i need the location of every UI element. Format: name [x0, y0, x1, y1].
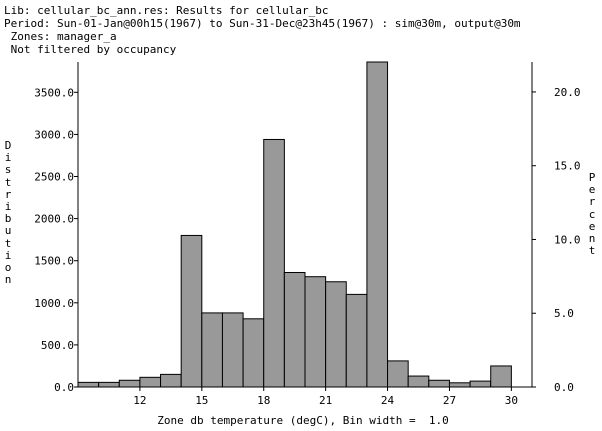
histogram-bar [407, 375, 430, 388]
x-tick-label: 15 [195, 394, 208, 407]
histogram-bar [387, 360, 409, 388]
x-tick-label: 24 [381, 394, 395, 407]
histogram-bar [366, 61, 389, 388]
histogram-bar [160, 373, 182, 388]
y-tick-label-right: 20.0 [554, 86, 581, 99]
y-tick-label-right: 0.0 [554, 381, 574, 394]
histogram-bar [118, 379, 141, 388]
x-tick-label: 18 [257, 394, 270, 407]
y-tick-label-left: 2500.0 [34, 171, 74, 184]
y-tick-label-right: 5.0 [554, 307, 574, 320]
header-line-library: Lib: cellular_bc_ann.res: Results for ce… [4, 4, 329, 17]
y-tick-label-right: 15.0 [554, 160, 581, 173]
histogram-bar [428, 379, 450, 388]
y-tick-label-right: 10.0 [554, 233, 581, 246]
header-line-zones: Zones: manager_a [4, 30, 117, 43]
histogram-bar [139, 376, 162, 388]
histogram-bar [490, 365, 512, 388]
y-tick-label-left: 2000.0 [34, 213, 74, 226]
histogram-bar [263, 138, 285, 388]
histogram-bar [325, 281, 347, 388]
histogram-bar [283, 271, 306, 388]
header-line-filter: Not filtered by occupancy [4, 43, 177, 56]
x-tick-label: 27 [443, 394, 456, 407]
axes-group: 0.0 500.0 1000.0 1500.0 2000.0 2500.0 3000.0 35… [34, 62, 581, 407]
histogram-bar [77, 381, 100, 388]
histogram-bar [201, 312, 223, 388]
bars-group [77, 61, 512, 388]
y-tick-label-left: 500.0 [41, 339, 74, 352]
histogram-bar [242, 318, 265, 388]
x-axis-label: Zone db temperature (degC), Bin width = … [157, 414, 448, 427]
header-line-period: Period: Sun-01-Jan@00h15(1967) to Sun-31… [4, 17, 521, 30]
y-axis-label-right: Percent [588, 171, 596, 258]
x-tick-label: 21 [319, 394, 332, 407]
y-tick-label-left: 3000.0 [34, 128, 74, 141]
histogram-bar [304, 276, 327, 388]
histogram-bar [448, 382, 471, 388]
y-tick-label-left: 1000.0 [34, 297, 74, 310]
histogram-bar [98, 381, 120, 388]
y-axis-label-left: Distribution [4, 139, 12, 287]
histogram-bar [345, 293, 368, 388]
y-tick-label-left: 3500.0 [34, 86, 74, 99]
y-tick-label-left: 0.0 [54, 381, 74, 394]
y-tick-label-left: 1500.0 [34, 255, 74, 268]
histogram-bar [221, 312, 244, 388]
histogram-bar [469, 380, 492, 388]
x-tick-label: 30 [505, 394, 518, 407]
x-tick-label: 12 [133, 394, 146, 407]
histogram-bar [180, 234, 203, 388]
